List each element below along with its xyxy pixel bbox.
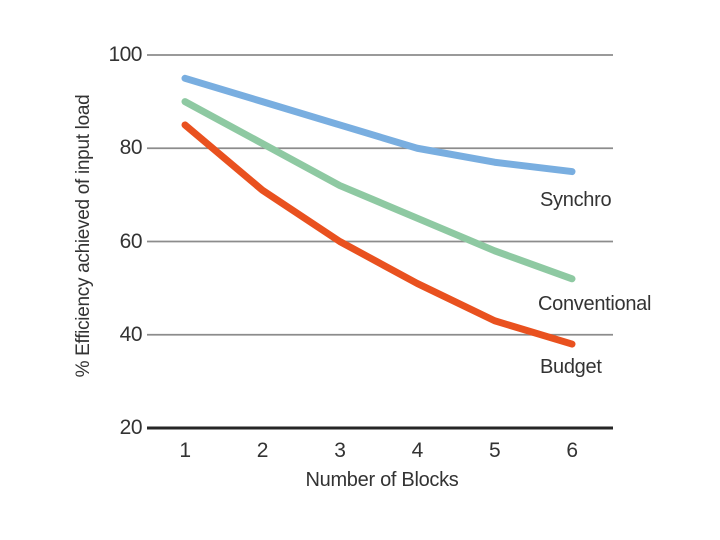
x-tick-label-2: 2 <box>256 439 269 462</box>
series-label-synchro: Synchro <box>540 189 612 211</box>
series-line-conventional <box>181 98 576 283</box>
series-label-conventional: Conventional <box>538 293 652 315</box>
series-line-synchro <box>181 74 576 176</box>
series-line-budget <box>181 121 576 348</box>
y-tick-label-100: 100 <box>108 43 142 66</box>
x-axis-title: Number of Blocks <box>305 469 459 491</box>
y-tick-label-20: 20 <box>119 416 143 439</box>
x-tick-label-3: 3 <box>334 439 346 462</box>
series-label-budget: Budget <box>540 356 602 378</box>
y-tick-label-40: 40 <box>119 322 143 346</box>
y-tick-label-60: 60 <box>119 229 143 253</box>
x-tick-label-6: 6 <box>566 439 578 462</box>
x-tick-label-1: 1 <box>179 439 191 462</box>
x-tick-label-5: 5 <box>489 439 501 462</box>
x-tick-label-4: 4 <box>411 439 424 462</box>
y-tick-label-80: 80 <box>119 136 143 160</box>
